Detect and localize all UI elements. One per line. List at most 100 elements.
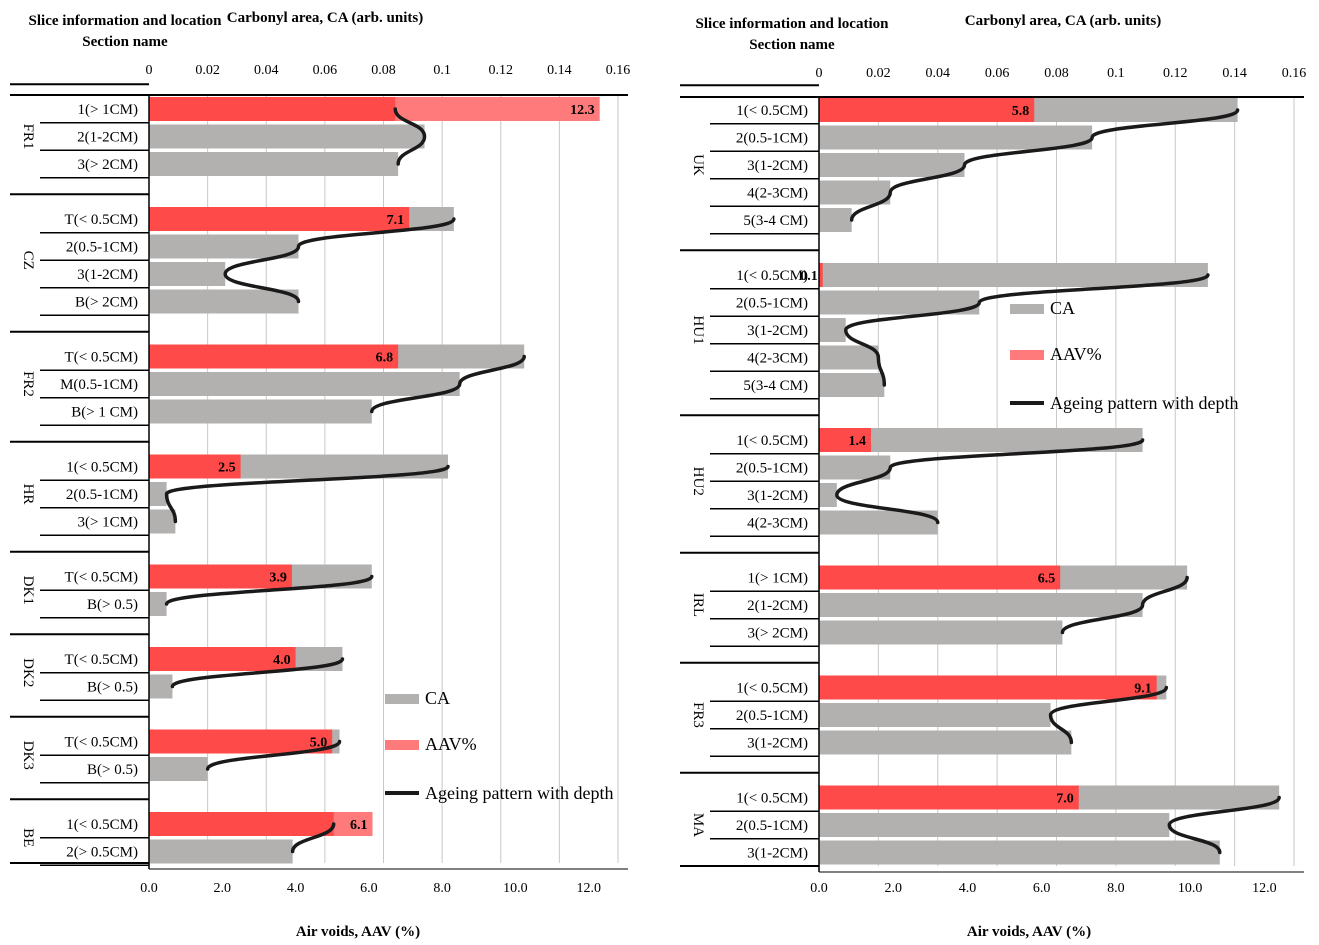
aav-data-label: 6.5 (1038, 572, 1056, 587)
ca-tick-label: 0.06 (313, 63, 338, 78)
slice-label: 2(0.5-1CM) (736, 708, 808, 724)
ca-tick-label: 0.1 (433, 63, 451, 78)
aav-data-label: 9.1 (1134, 682, 1152, 697)
group-name: MA (690, 813, 706, 837)
ca-bar (149, 262, 226, 286)
slice-label: 3(1-2CM) (747, 736, 808, 752)
slice-label: 2(1-2CM) (747, 598, 808, 614)
aav-bar (149, 729, 333, 754)
aav-data-label: 5.0 (310, 736, 328, 751)
ageing-line (164, 574, 374, 606)
ca-bar (819, 703, 1051, 727)
slice-label: B(> 0.5) (87, 597, 138, 613)
slice-label: T(< 0.5CM) (65, 652, 138, 668)
ca-bar (149, 757, 208, 781)
ca-bar (819, 840, 1220, 865)
aav-bar (149, 564, 292, 589)
ageing-line (843, 273, 1210, 387)
aav-data-label: 2.5 (218, 461, 236, 476)
aav-tick-label: 6.0 (1033, 881, 1051, 896)
slice-label: T(< 0.5CM) (65, 212, 138, 228)
slice-label: 3(1-2CM) (747, 488, 808, 504)
slice-label: 2(0.5-1CM) (66, 240, 138, 256)
aav-data-label: 7.1 (387, 213, 405, 228)
slice-label: 1(< 0.5CM) (736, 791, 808, 807)
slice-label: 1(< 0.5CM) (736, 681, 808, 697)
slice-label: 3(1-2CM) (747, 846, 808, 862)
group-name: BE (20, 828, 36, 847)
slice-label: 1(< 0.5CM) (736, 268, 808, 284)
ageing-line (1060, 575, 1189, 635)
group-name: FR3 (690, 702, 706, 728)
aav-tick-label: 0.0 (140, 881, 158, 896)
aav-tick-label: 12.0 (576, 881, 601, 896)
legend-swatch-ca (1010, 304, 1044, 314)
slice-label: T(< 0.5CM) (65, 735, 138, 751)
aav-bar (819, 263, 823, 287)
left-title: Slice information and location (696, 16, 890, 32)
aav-bar (819, 785, 1079, 810)
group-name: FR2 (20, 371, 36, 397)
legend-label-ca: CA (425, 688, 450, 708)
ca-tick-label: 0.04 (926, 66, 951, 81)
ageing-line (393, 107, 427, 166)
aav-tick-label: 10.0 (1178, 881, 1203, 896)
ageing-line (1048, 685, 1169, 745)
ageing-line (164, 464, 450, 524)
bottom-axis-label: Air voids, AAV (%) (967, 924, 1091, 940)
slice-label: 4(2-3CM) (747, 516, 808, 532)
slice-label: 5(3-4 CM) (743, 378, 808, 394)
slice-label: 1(< 0.5CM) (736, 433, 808, 449)
aav-data-label: 5.8 (1012, 104, 1030, 119)
aav-data-label: 1.4 (848, 434, 866, 449)
slice-label: 3(1-2CM) (77, 267, 138, 283)
slice-label: 2(0.5-1CM) (66, 487, 138, 503)
slice-label: 5(3-4 CM) (743, 213, 808, 229)
ageing-line (835, 438, 1145, 525)
aav-bar (149, 647, 296, 671)
slice-label: B(> 0.5) (87, 762, 138, 778)
ca-bar (819, 373, 885, 397)
ca-bar (819, 593, 1143, 617)
legend-swatch-ca (385, 694, 419, 704)
aav-tick-label: 2.0 (214, 881, 232, 896)
legend-label-line: Ageing pattern with depth (1050, 393, 1238, 413)
slice-label: B(> 1 CM) (71, 405, 138, 421)
slice-label: T(< 0.5CM) (65, 350, 138, 366)
legend-label-aav: AAV% (1050, 344, 1102, 364)
ca-bar (149, 372, 460, 396)
ca-tick-label: 0.12 (1163, 66, 1188, 81)
ca-bar (149, 124, 425, 149)
left-subtitle: Section name (82, 34, 168, 50)
group-name: FR1 (20, 124, 36, 150)
ca-bar (149, 234, 299, 259)
group-name: HU1 (690, 315, 706, 344)
ca-bar (149, 592, 167, 616)
slice-label: 1(< 0.5CM) (736, 103, 808, 119)
aav-bar (819, 98, 1035, 122)
slice-label: 3(> 2CM) (747, 626, 808, 642)
ca-bar (819, 153, 965, 177)
ageing-line (170, 657, 345, 689)
aav-data-label: 0.1 (800, 269, 818, 284)
aav-tick-label: 6.0 (360, 881, 378, 896)
aav-tick-label: 4.0 (959, 881, 977, 896)
slice-label: 4(2-3CM) (747, 351, 808, 367)
ca-tick-label: 0.14 (547, 63, 572, 78)
ageing-line (370, 354, 526, 414)
group-name: UK (690, 154, 706, 176)
aav-data-label: 3.9 (269, 571, 287, 586)
ca-bar (149, 482, 167, 506)
ca-tick-label: 0 (146, 63, 153, 78)
aav-data-label: 6.8 (376, 351, 394, 366)
ca-tick-label: 0.1 (1107, 66, 1125, 81)
ca-tick-label: 0.14 (1222, 66, 1247, 81)
aav-bar-overlap (149, 812, 334, 836)
ca-bar (819, 263, 1208, 287)
slice-label: 4(2-3CM) (747, 186, 808, 202)
aav-bar (149, 344, 399, 369)
aav-tick-label: 12.0 (1252, 881, 1277, 896)
legend-label-line: Ageing pattern with depth (425, 783, 613, 803)
ca-bar (819, 345, 879, 370)
ca-bar (149, 399, 372, 424)
